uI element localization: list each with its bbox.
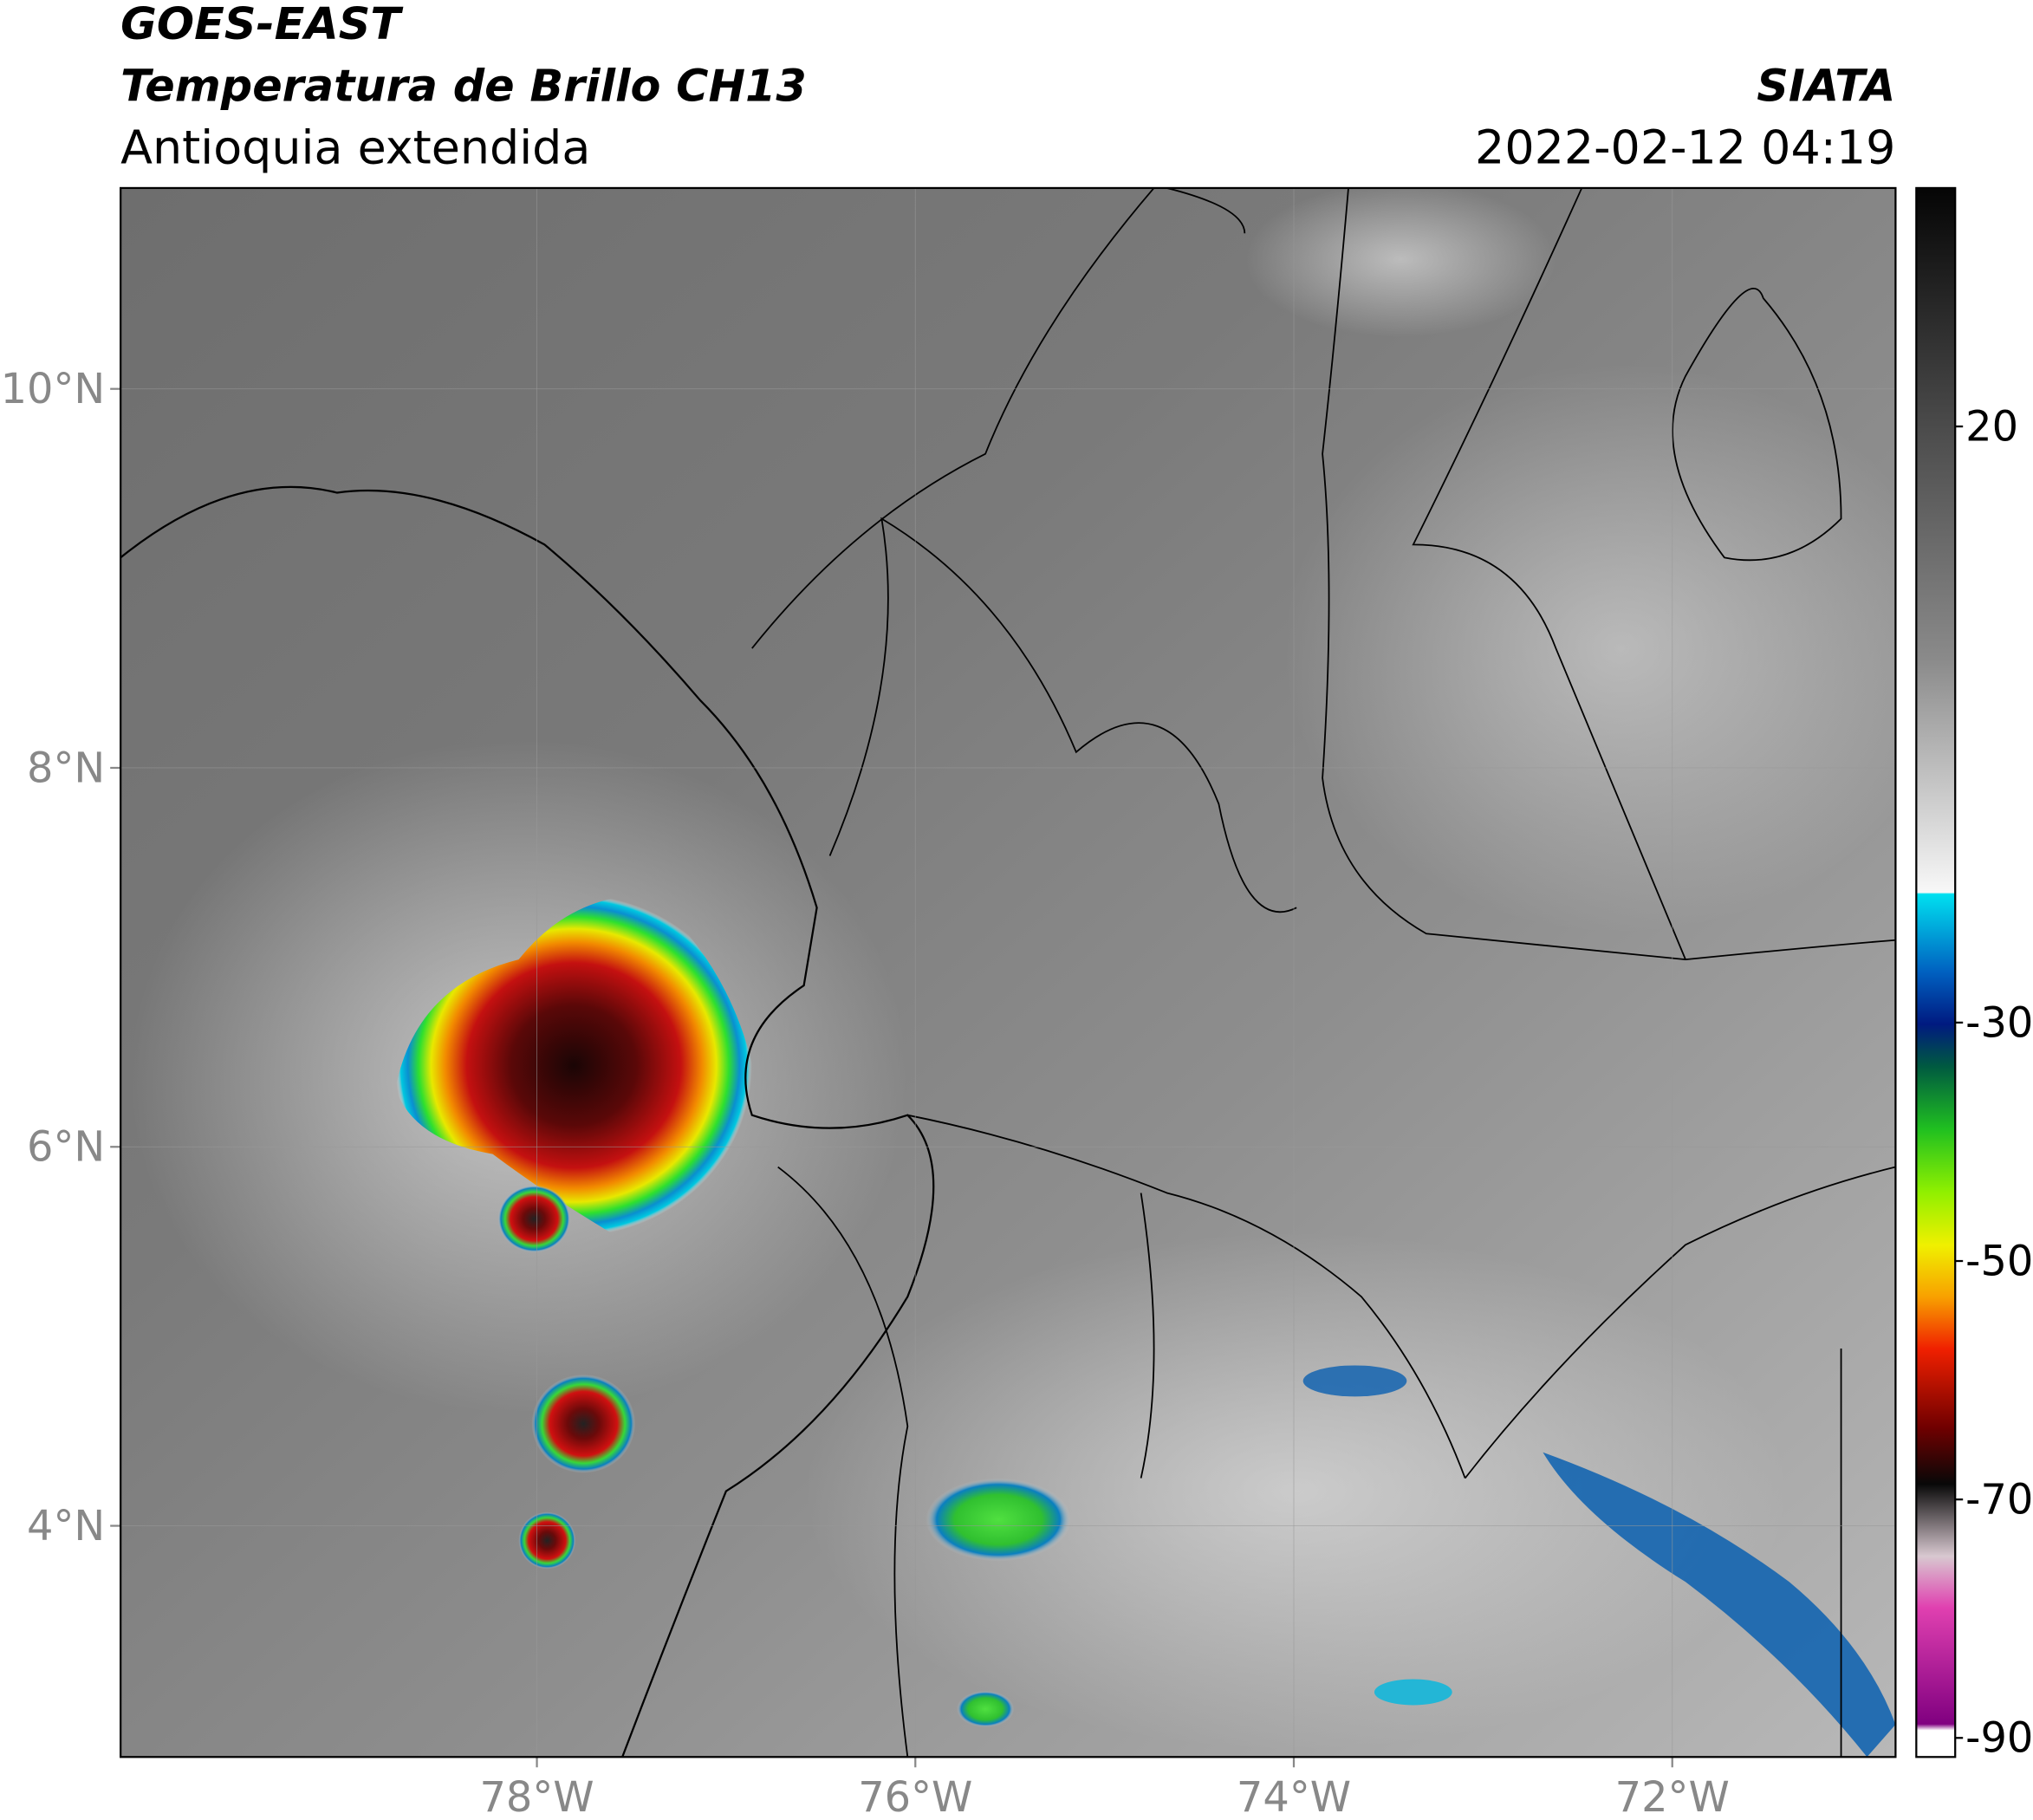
- colorbar-ticks: 20 -30 -50 -70 -90: [1955, 404, 2033, 1763]
- storm-cell: [531, 1374, 636, 1473]
- map-frame: [120, 186, 1897, 1758]
- satellite-image: [120, 187, 1896, 1758]
- storm-cell: [497, 1185, 571, 1253]
- graticule: [110, 187, 1896, 1768]
- border: [751, 187, 1896, 1758]
- lat-tick-label: 8°N: [27, 744, 105, 792]
- lon-tick-label: 72°W: [1615, 1774, 1730, 1820]
- lat-tick-label: 4°N: [27, 1503, 105, 1550]
- colorbar-tick-label: -90: [1965, 1715, 2033, 1763]
- title: GOES-EAST: [120, 0, 404, 49]
- lat-tick-label: 6°N: [27, 1124, 105, 1172]
- cloud: [1244, 187, 1556, 337]
- region: Antioquia extendida: [120, 120, 590, 175]
- storm-cell: [926, 1478, 1071, 1562]
- colorbar-tick-label: -30: [1965, 999, 2033, 1047]
- colorbar-tick-label: -70: [1965, 1477, 2033, 1524]
- colorbar-tick-label: 20: [1965, 404, 2018, 452]
- datetime: 2022-02-12 04:19: [1475, 120, 1895, 175]
- cloud: [803, 1232, 1789, 1751]
- lat-tick-label: 10°N: [1, 366, 106, 413]
- storm-cell: [957, 1690, 1015, 1727]
- cloud-band: [1374, 1679, 1452, 1706]
- lon-tick-label: 76°W: [858, 1774, 972, 1820]
- storm-cell: [518, 1511, 576, 1570]
- source: SIATA: [1757, 61, 1895, 112]
- colorbar: [1915, 186, 1957, 1758]
- lon-tick-label: 78°W: [479, 1774, 594, 1820]
- lon-tick-label: 74°W: [1237, 1774, 1351, 1820]
- coastline: [120, 485, 935, 1758]
- subtitle: Temperatura de Brillo CH13: [120, 61, 807, 112]
- cloud-band: [1302, 1365, 1407, 1397]
- storm: [395, 894, 752, 1237]
- colorbar-tick-label: -50: [1965, 1238, 2033, 1285]
- cloud-band: [1543, 1452, 1896, 1758]
- cloud: [1283, 363, 1896, 934]
